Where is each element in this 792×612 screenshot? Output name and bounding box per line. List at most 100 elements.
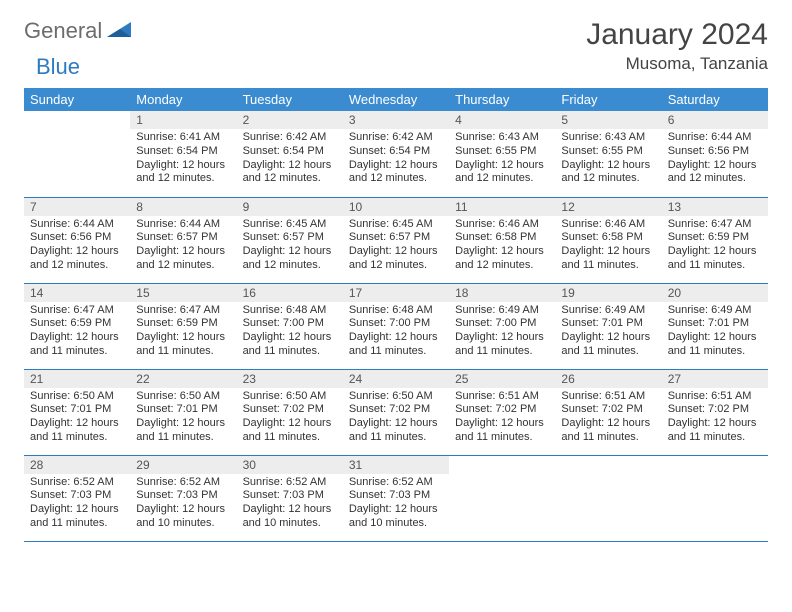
calendar-cell: 4Sunrise: 6:43 AMSunset: 6:55 PMDaylight… (449, 111, 555, 197)
day-details: Sunrise: 6:45 AMSunset: 6:57 PMDaylight:… (237, 216, 343, 277)
month-title: January 2024 (586, 18, 768, 52)
day-details: Sunrise: 6:46 AMSunset: 6:58 PMDaylight:… (449, 216, 555, 277)
calendar-cell: 9Sunrise: 6:45 AMSunset: 6:57 PMDaylight… (237, 197, 343, 283)
calendar-cell: 2Sunrise: 6:42 AMSunset: 6:54 PMDaylight… (237, 111, 343, 197)
logo-triangle-icon (107, 20, 133, 43)
day-number: 8 (130, 198, 236, 216)
calendar-cell (24, 111, 130, 197)
calendar-cell: 14Sunrise: 6:47 AMSunset: 6:59 PMDayligh… (24, 283, 130, 369)
day-details: Sunrise: 6:45 AMSunset: 6:57 PMDaylight:… (343, 216, 449, 277)
day-number: 3 (343, 111, 449, 129)
day-number: 15 (130, 284, 236, 302)
day-number: 14 (24, 284, 130, 302)
day-details: Sunrise: 6:42 AMSunset: 6:54 PMDaylight:… (237, 129, 343, 190)
day-number: 21 (24, 370, 130, 388)
calendar-cell: 25Sunrise: 6:51 AMSunset: 7:02 PMDayligh… (449, 369, 555, 455)
calendar-cell: 19Sunrise: 6:49 AMSunset: 7:01 PMDayligh… (555, 283, 661, 369)
logo-text-2: Blue (36, 54, 80, 79)
weekday-header: Wednesday (343, 88, 449, 111)
day-number: 2 (237, 111, 343, 129)
day-number: 30 (237, 456, 343, 474)
calendar-cell: 3Sunrise: 6:42 AMSunset: 6:54 PMDaylight… (343, 111, 449, 197)
calendar-cell: 11Sunrise: 6:46 AMSunset: 6:58 PMDayligh… (449, 197, 555, 283)
day-number: 25 (449, 370, 555, 388)
day-details: Sunrise: 6:52 AMSunset: 7:03 PMDaylight:… (130, 474, 236, 535)
logo: General (24, 18, 135, 44)
day-details: Sunrise: 6:51 AMSunset: 7:02 PMDaylight:… (662, 388, 768, 449)
calendar-cell: 21Sunrise: 6:50 AMSunset: 7:01 PMDayligh… (24, 369, 130, 455)
calendar-cell (662, 455, 768, 541)
calendar-cell: 18Sunrise: 6:49 AMSunset: 7:00 PMDayligh… (449, 283, 555, 369)
weekday-header: Tuesday (237, 88, 343, 111)
day-details: Sunrise: 6:50 AMSunset: 7:01 PMDaylight:… (24, 388, 130, 449)
day-details: Sunrise: 6:44 AMSunset: 6:56 PMDaylight:… (662, 129, 768, 190)
day-number: 10 (343, 198, 449, 216)
calendar-cell: 16Sunrise: 6:48 AMSunset: 7:00 PMDayligh… (237, 283, 343, 369)
day-number: 29 (130, 456, 236, 474)
day-details: Sunrise: 6:43 AMSunset: 6:55 PMDaylight:… (449, 129, 555, 190)
day-details: Sunrise: 6:49 AMSunset: 7:01 PMDaylight:… (662, 302, 768, 363)
calendar-cell: 27Sunrise: 6:51 AMSunset: 7:02 PMDayligh… (662, 369, 768, 455)
day-details: Sunrise: 6:44 AMSunset: 6:56 PMDaylight:… (24, 216, 130, 277)
logo-text-1: General (24, 18, 102, 44)
calendar-cell: 13Sunrise: 6:47 AMSunset: 6:59 PMDayligh… (662, 197, 768, 283)
day-number: 23 (237, 370, 343, 388)
location: Musoma, Tanzania (586, 54, 768, 74)
calendar-cell: 15Sunrise: 6:47 AMSunset: 6:59 PMDayligh… (130, 283, 236, 369)
weekday-header: Friday (555, 88, 661, 111)
calendar-cell: 29Sunrise: 6:52 AMSunset: 7:03 PMDayligh… (130, 455, 236, 541)
day-details: Sunrise: 6:46 AMSunset: 6:58 PMDaylight:… (555, 216, 661, 277)
day-number: 9 (237, 198, 343, 216)
day-number: 27 (662, 370, 768, 388)
day-number: 28 (24, 456, 130, 474)
weekday-header: Sunday (24, 88, 130, 111)
weekday-header: Thursday (449, 88, 555, 111)
day-details: Sunrise: 6:52 AMSunset: 7:03 PMDaylight:… (343, 474, 449, 535)
day-details: Sunrise: 6:41 AMSunset: 6:54 PMDaylight:… (130, 129, 236, 190)
calendar-cell: 30Sunrise: 6:52 AMSunset: 7:03 PMDayligh… (237, 455, 343, 541)
calendar-cell: 7Sunrise: 6:44 AMSunset: 6:56 PMDaylight… (24, 197, 130, 283)
calendar-cell: 31Sunrise: 6:52 AMSunset: 7:03 PMDayligh… (343, 455, 449, 541)
day-details: Sunrise: 6:44 AMSunset: 6:57 PMDaylight:… (130, 216, 236, 277)
day-number: 12 (555, 198, 661, 216)
calendar-cell: 26Sunrise: 6:51 AMSunset: 7:02 PMDayligh… (555, 369, 661, 455)
weekday-header: Saturday (662, 88, 768, 111)
calendar-cell: 24Sunrise: 6:50 AMSunset: 7:02 PMDayligh… (343, 369, 449, 455)
day-details: Sunrise: 6:47 AMSunset: 6:59 PMDaylight:… (24, 302, 130, 363)
day-number: 11 (449, 198, 555, 216)
day-number: 20 (662, 284, 768, 302)
day-number: 5 (555, 111, 661, 129)
calendar-cell (555, 455, 661, 541)
day-details: Sunrise: 6:52 AMSunset: 7:03 PMDaylight:… (237, 474, 343, 535)
day-number: 7 (24, 198, 130, 216)
calendar-cell: 20Sunrise: 6:49 AMSunset: 7:01 PMDayligh… (662, 283, 768, 369)
calendar-table: SundayMondayTuesdayWednesdayThursdayFrid… (24, 88, 768, 542)
day-details: Sunrise: 6:52 AMSunset: 7:03 PMDaylight:… (24, 474, 130, 535)
calendar-cell: 8Sunrise: 6:44 AMSunset: 6:57 PMDaylight… (130, 197, 236, 283)
calendar-cell: 12Sunrise: 6:46 AMSunset: 6:58 PMDayligh… (555, 197, 661, 283)
day-number: 31 (343, 456, 449, 474)
day-number: 1 (130, 111, 236, 129)
day-number: 18 (449, 284, 555, 302)
calendar-cell (449, 455, 555, 541)
calendar-cell: 1Sunrise: 6:41 AMSunset: 6:54 PMDaylight… (130, 111, 236, 197)
calendar-cell: 23Sunrise: 6:50 AMSunset: 7:02 PMDayligh… (237, 369, 343, 455)
calendar-cell: 6Sunrise: 6:44 AMSunset: 6:56 PMDaylight… (662, 111, 768, 197)
day-details: Sunrise: 6:50 AMSunset: 7:02 PMDaylight:… (237, 388, 343, 449)
day-details: Sunrise: 6:50 AMSunset: 7:01 PMDaylight:… (130, 388, 236, 449)
day-number: 13 (662, 198, 768, 216)
day-details: Sunrise: 6:47 AMSunset: 6:59 PMDaylight:… (130, 302, 236, 363)
calendar-cell: 28Sunrise: 6:52 AMSunset: 7:03 PMDayligh… (24, 455, 130, 541)
day-number: 19 (555, 284, 661, 302)
day-number: 16 (237, 284, 343, 302)
calendar-cell: 17Sunrise: 6:48 AMSunset: 7:00 PMDayligh… (343, 283, 449, 369)
day-number: 24 (343, 370, 449, 388)
weekday-header: Monday (130, 88, 236, 111)
calendar-cell: 10Sunrise: 6:45 AMSunset: 6:57 PMDayligh… (343, 197, 449, 283)
day-details: Sunrise: 6:43 AMSunset: 6:55 PMDaylight:… (555, 129, 661, 190)
day-number: 17 (343, 284, 449, 302)
calendar-cell: 22Sunrise: 6:50 AMSunset: 7:01 PMDayligh… (130, 369, 236, 455)
day-details: Sunrise: 6:48 AMSunset: 7:00 PMDaylight:… (237, 302, 343, 363)
day-details: Sunrise: 6:51 AMSunset: 7:02 PMDaylight:… (555, 388, 661, 449)
day-details: Sunrise: 6:50 AMSunset: 7:02 PMDaylight:… (343, 388, 449, 449)
